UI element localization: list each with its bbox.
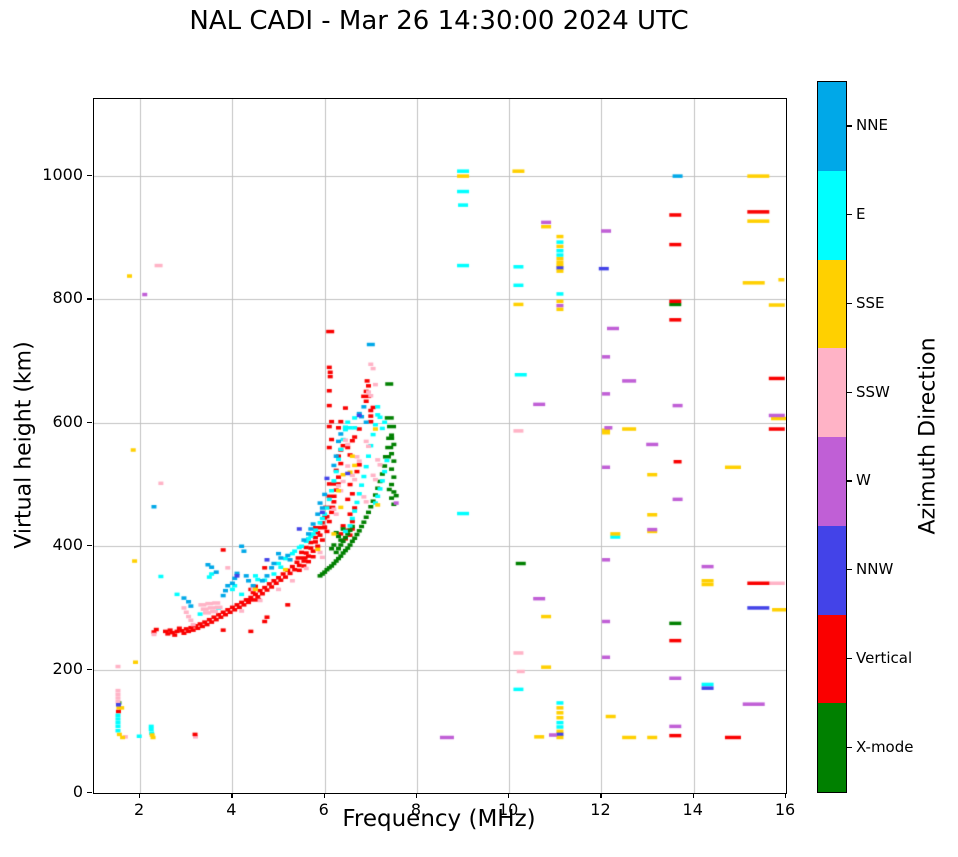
colorbar-segment-ssw xyxy=(818,348,846,437)
tick-mark xyxy=(785,793,787,798)
tick-mark xyxy=(847,480,852,482)
y-tick-label: 1000 xyxy=(42,165,83,185)
colorbar-segment-x-mode xyxy=(818,703,846,792)
y-axis-label: Virtual height (km) xyxy=(11,341,37,549)
colorbar-tick-label: NNE xyxy=(856,116,888,135)
colorbar-tick-label: SSW xyxy=(856,382,890,401)
x-axis-label: Frequency (MHz) xyxy=(342,806,536,832)
colorbar-tick-label: SSE xyxy=(856,293,885,312)
tick-mark xyxy=(847,746,852,748)
tick-mark xyxy=(847,391,852,393)
colorbar-segment-e xyxy=(818,170,846,260)
x-tick-label: 10 xyxy=(498,800,519,819)
tick-mark xyxy=(139,793,141,798)
tick-mark xyxy=(847,569,852,571)
tick-mark xyxy=(847,214,852,216)
tick-mark xyxy=(415,793,418,798)
plot-area xyxy=(93,98,787,794)
colorbar-tick-label: W xyxy=(856,471,871,490)
x-tick-label: 14 xyxy=(682,800,703,819)
colorbar-segment-w xyxy=(818,437,846,526)
y-tick-label: 200 xyxy=(52,658,83,678)
y-tick-label: 0 xyxy=(72,782,83,801)
colorbar-segment-sse xyxy=(818,259,846,349)
tick-mark xyxy=(508,793,510,798)
tick-mark xyxy=(87,421,92,424)
tick-mark xyxy=(87,668,92,670)
tick-mark xyxy=(87,298,92,300)
ionogram-canvas xyxy=(94,99,786,793)
tick-mark xyxy=(87,175,92,177)
x-tick-label: 8 xyxy=(410,800,422,819)
tick-mark xyxy=(87,792,92,794)
y-tick-label: 600 xyxy=(52,411,83,431)
tick-mark xyxy=(847,302,852,305)
colorbar-segment-nne xyxy=(818,82,846,171)
tick-mark xyxy=(847,657,852,660)
colorbar-label: Azimuth Direction xyxy=(915,337,941,535)
tick-mark xyxy=(87,545,92,547)
tick-mark xyxy=(323,793,325,798)
colorbar-tick-label: E xyxy=(856,205,866,224)
x-tick-label: 16 xyxy=(774,800,796,819)
colorbar-tick-label: Vertical xyxy=(856,648,913,667)
colorbar-segment-vertical xyxy=(818,614,846,704)
tick-mark xyxy=(847,125,852,127)
chart-title: NAL CADI - Mar 26 14:30:00 2024 UTC xyxy=(189,6,689,36)
y-tick-label: 800 xyxy=(52,288,83,308)
x-tick-label: 2 xyxy=(134,800,145,819)
tick-mark xyxy=(692,793,694,798)
tick-mark xyxy=(600,793,602,798)
colorbar-tick-label: NNW xyxy=(856,560,894,579)
y-tick-label: 400 xyxy=(52,535,83,555)
colorbar xyxy=(817,81,847,793)
colorbar-tick-label: X-mode xyxy=(856,737,914,756)
tick-mark xyxy=(231,793,233,798)
x-tick-label: 6 xyxy=(318,800,329,819)
x-tick-label: 12 xyxy=(590,800,611,819)
colorbar-segment-nnw xyxy=(818,525,846,615)
x-tick-label: 4 xyxy=(226,800,237,819)
